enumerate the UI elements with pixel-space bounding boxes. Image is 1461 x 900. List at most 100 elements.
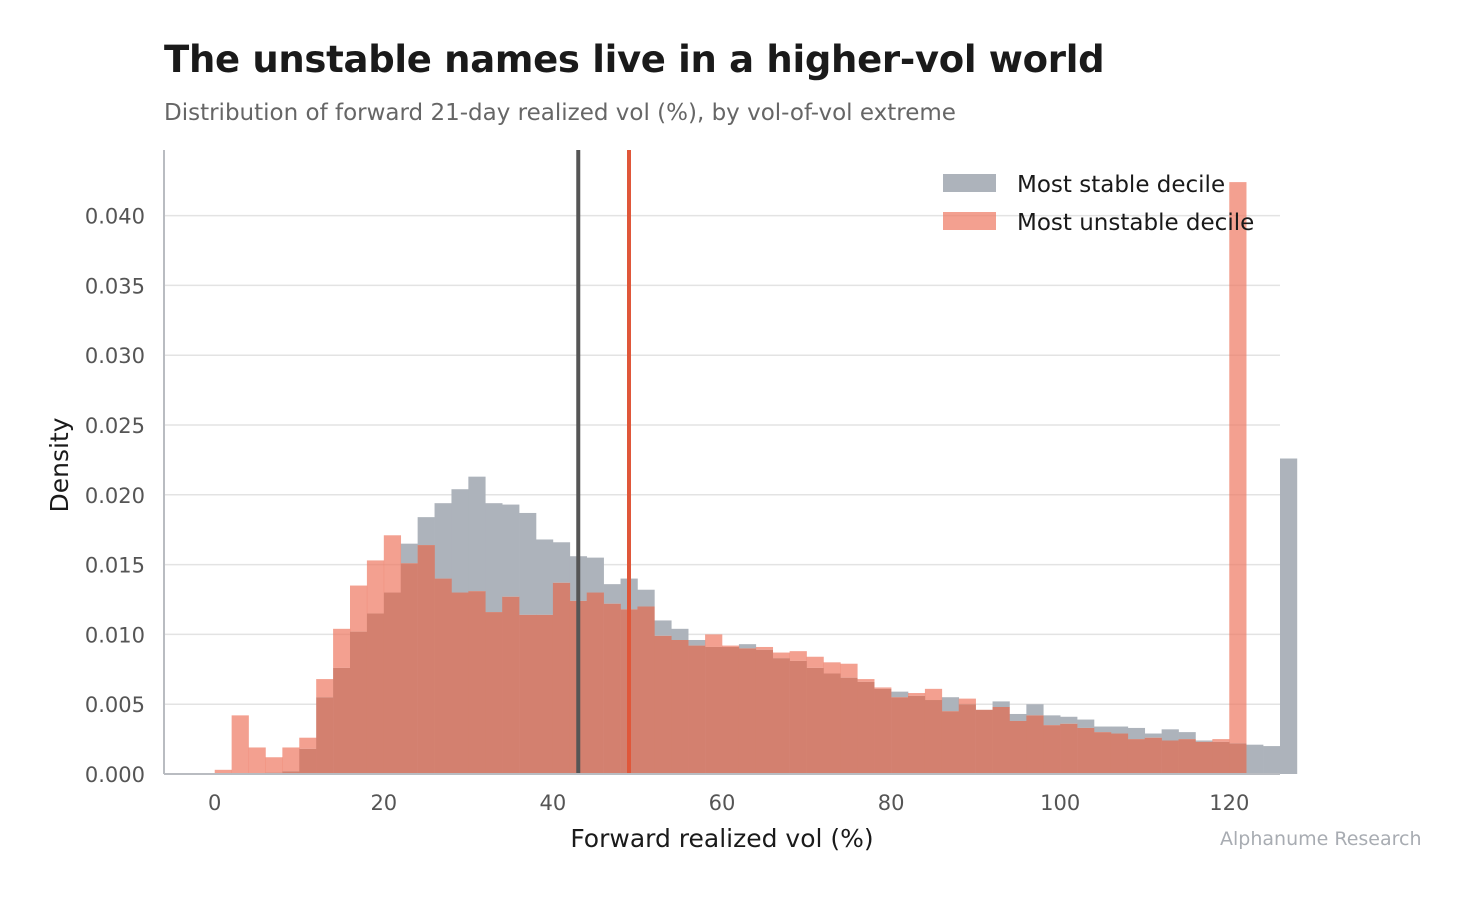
stable-bar-28 — [688, 639, 706, 646]
x-tick-label-4: 80 — [878, 791, 905, 815]
x-tick-label-2: 40 — [540, 791, 567, 815]
overlap-bar-49 — [1043, 725, 1061, 774]
legend-swatch-unstable — [943, 212, 996, 230]
y-tick-label-3: 0.015 — [85, 554, 145, 578]
stable-bar-62 — [1263, 746, 1281, 774]
overlap-bar-23 — [603, 603, 621, 774]
overlap-bar-52 — [1094, 732, 1112, 774]
unstable-decile-bars — [214, 182, 1247, 774]
chart-subtitle: Distribution of forward 21-day realized … — [164, 100, 956, 126]
overlap-bar-18 — [519, 614, 537, 774]
stable-bar-61 — [1246, 744, 1264, 774]
stable-bar-16 — [485, 503, 503, 613]
overlap-bar-19 — [536, 614, 554, 774]
unstable-bar-30 — [722, 645, 740, 647]
overlap-bar-13 — [434, 578, 452, 774]
y-tick-label-2: 0.010 — [85, 623, 145, 647]
tick-labels: 0.000 0.005 0.010 0.015 0.020 0.025 0.030 0.035… — [85, 205, 1249, 815]
axes — [163, 150, 1280, 775]
stable-bar-25 — [637, 589, 655, 607]
overlap-bar-33 — [772, 658, 790, 774]
x-tick-label-3: 60 — [709, 791, 736, 815]
stable-bar-22 — [586, 557, 604, 593]
overlap-bar-40 — [891, 697, 909, 774]
unstable-bar-0 — [214, 769, 232, 774]
overlap-bar-38 — [857, 681, 875, 774]
overlap-bar-43 — [941, 711, 960, 774]
stable-bar-63 — [1280, 458, 1298, 774]
stable-bar-43 — [941, 697, 960, 712]
overlap-bar-47 — [1009, 720, 1027, 774]
overlap-bars — [265, 545, 1247, 774]
overlap-bar-50 — [1060, 723, 1078, 774]
stable-bar-23 — [603, 584, 621, 604]
stable-bar-14 — [451, 489, 469, 593]
stable-bar-20 — [552, 542, 571, 583]
stable-bar-18 — [519, 512, 537, 615]
legend-label-unstable: Most unstable decile — [1017, 210, 1254, 236]
stable-bar-27 — [671, 628, 689, 640]
overlap-bar-32 — [755, 649, 774, 774]
y-tick-label-4: 0.020 — [85, 484, 145, 508]
overlap-bar-37 — [840, 677, 858, 774]
stable-bar-48 — [1026, 704, 1044, 716]
legend-label-stable: Most stable decile — [1017, 172, 1225, 198]
x-tick-label-0: 0 — [208, 791, 221, 815]
overlap-bar-30 — [722, 646, 740, 774]
stable-bar-53 — [1110, 726, 1129, 734]
stable-bar-12 — [417, 517, 435, 546]
unstable-bar-37 — [840, 663, 858, 678]
overlap-bar-55 — [1144, 737, 1162, 774]
overlap-bar-60 — [1229, 743, 1247, 774]
x-tick-label-6: 120 — [1209, 791, 1249, 815]
overlap-bar-22 — [586, 592, 604, 774]
unstable-bar-44 — [958, 698, 976, 705]
overlap-bar-28 — [688, 645, 706, 774]
unstable-bar-33 — [772, 652, 790, 659]
stable-bar-57 — [1178, 732, 1196, 740]
unstable-bar-8 — [350, 585, 368, 632]
overlap-bar-44 — [958, 704, 976, 774]
y-tick-label-1: 0.005 — [85, 693, 145, 717]
overlap-bar-7 — [333, 667, 351, 774]
unstable-bar-9 — [366, 560, 385, 614]
overlap-bar-5 — [299, 748, 317, 774]
stable-bar-13 — [434, 503, 452, 579]
overlap-bar-58 — [1195, 741, 1213, 774]
median-lines — [576, 150, 631, 774]
overlap-bar-14 — [451, 592, 469, 774]
stable-bar-58 — [1195, 740, 1213, 742]
unstable-bar-59 — [1212, 739, 1230, 742]
unstable-bar-10 — [383, 535, 402, 593]
y-tick-label-5: 0.025 — [85, 414, 145, 438]
overlap-bar-29 — [705, 646, 723, 774]
overlap-bar-8 — [350, 631, 368, 774]
legend-swatch-stable — [943, 174, 996, 192]
unstable-bar-39 — [874, 687, 892, 689]
y-tick-label-6: 0.030 — [85, 344, 145, 368]
overlap-bar-51 — [1077, 727, 1095, 774]
overlap-bar-57 — [1178, 739, 1196, 774]
x-tick-label-5: 100 — [1040, 791, 1080, 815]
stable-bar-54 — [1127, 727, 1146, 740]
overlap-bar-4 — [282, 771, 300, 774]
stable-bar-17 — [502, 504, 520, 597]
unstable-bar-32 — [755, 646, 774, 650]
unstable-bar-41 — [908, 693, 926, 696]
stable-bar-31 — [738, 644, 757, 649]
unstable-bar-60 — [1229, 182, 1247, 744]
overlap-bar-31 — [738, 648, 757, 774]
overlap-bar-10 — [383, 592, 402, 774]
overlap-bar-45 — [975, 709, 993, 774]
x-tick-label-1: 20 — [370, 791, 397, 815]
overlap-bar-48 — [1026, 715, 1044, 774]
overlap-bar-27 — [671, 639, 689, 774]
stable-decile-bars — [400, 458, 1298, 774]
stable-bar-19 — [536, 539, 554, 615]
overlap-bar-25 — [637, 606, 655, 774]
footer-credit: Alphanume Research — [1220, 828, 1422, 850]
y-tick-label-7: 0.035 — [85, 274, 145, 298]
overlap-bar-42 — [924, 700, 943, 774]
overlap-bar-41 — [908, 695, 926, 774]
